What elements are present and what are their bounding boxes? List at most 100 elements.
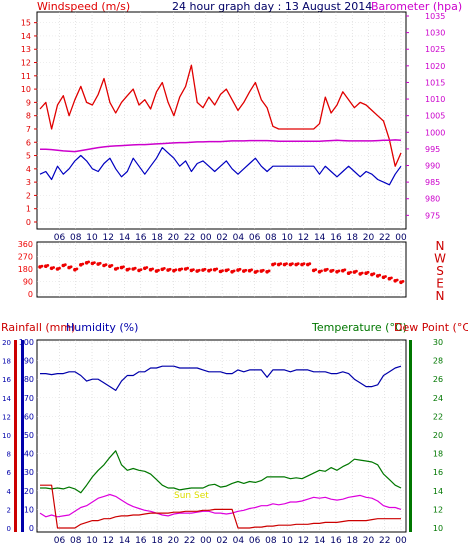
x-tick-label-bottom: 18 xyxy=(151,536,163,546)
wind-tick-label: 11 xyxy=(21,72,31,81)
x-tick-label-bottom: 10 xyxy=(281,536,293,546)
direction-point xyxy=(302,262,306,266)
humidity-tick-label: 80 xyxy=(24,375,34,384)
baro-tick-label: 1025 xyxy=(425,45,445,54)
direction-panel-frame xyxy=(36,241,407,298)
windspeed-line xyxy=(39,64,402,167)
direction-point xyxy=(279,262,283,266)
direction-point xyxy=(168,267,172,271)
direction-point xyxy=(256,269,259,273)
rain-tick-label: 8 xyxy=(7,451,11,459)
wind-tick-label: 5 xyxy=(26,152,31,161)
baro-tick-label: 995 xyxy=(425,145,440,154)
direction-letter: E xyxy=(436,277,444,291)
wind-tick-label: 13 xyxy=(21,45,31,54)
x-tick-label-wind: 00 xyxy=(395,233,407,243)
x-tick-label-wind: 20 xyxy=(363,233,375,243)
wind-tick-label: 2 xyxy=(26,191,31,200)
direction-point xyxy=(285,262,288,266)
direction-point xyxy=(46,264,50,267)
x-tick-label-wind: 16 xyxy=(135,233,147,243)
temperature-tick-label: 24 xyxy=(433,394,443,403)
x-tick-label-bottom: 14 xyxy=(314,536,326,546)
wind-panel-frame xyxy=(36,11,407,230)
x-tick-label-bottom: 16 xyxy=(135,536,147,546)
direction-point xyxy=(267,269,271,273)
x-tick-label-bottom: 08 xyxy=(70,536,82,546)
wind-tick-label: 1 xyxy=(26,205,31,214)
baro-tick-label: 1000 xyxy=(425,128,445,137)
wind-tick-label: 0 xyxy=(26,218,31,227)
rain-tick-label: 18 xyxy=(2,358,11,366)
x-tick-label-bottom: 02 xyxy=(216,536,227,546)
temperature-tick-label: 14 xyxy=(433,487,443,496)
direction-point xyxy=(372,272,376,276)
direction-point xyxy=(162,267,166,270)
x-tick-label-wind: 12 xyxy=(298,233,309,243)
x-tick-label-wind: 10 xyxy=(86,233,98,243)
direction-point xyxy=(174,268,178,272)
baro-tick-label: 990 xyxy=(425,162,440,171)
wind-tick-label: 12 xyxy=(21,59,31,68)
x-tick-label-bottom: 00 xyxy=(395,536,407,546)
baro-tick-label: 1035 xyxy=(425,12,445,21)
direction-point xyxy=(116,266,120,270)
direction-point xyxy=(192,268,195,271)
temperature-tick-label: 18 xyxy=(433,450,443,459)
temperature-tick-label: 20 xyxy=(433,431,443,440)
rain-tick-label: 10 xyxy=(2,432,11,440)
x-tick-label-wind: 18 xyxy=(151,233,163,243)
direction-point xyxy=(75,267,79,271)
wind-tick-label: 10 xyxy=(21,85,31,94)
x-tick-label-bottom: 14 xyxy=(119,536,131,546)
direction-point xyxy=(52,266,55,269)
direction-letter: W xyxy=(434,252,446,266)
baro-tick-label: 1030 xyxy=(425,29,445,38)
direction-point xyxy=(81,262,85,266)
baro-tick-label: 980 xyxy=(425,195,440,204)
barometer-axis-label: Barometer (hpa) xyxy=(371,0,462,13)
x-tick-label-bottom: 06 xyxy=(249,536,261,546)
x-tick-label-bottom: 12 xyxy=(298,536,309,546)
direction-point xyxy=(273,262,277,266)
wind-tick-label: 14 xyxy=(21,32,31,41)
x-tick-label-bottom: 10 xyxy=(86,536,98,546)
rainfall-line xyxy=(40,484,401,529)
direction-letter: S xyxy=(436,264,444,278)
humidity-axis-bar xyxy=(21,340,24,532)
baro-tick-label: 1015 xyxy=(425,78,445,87)
x-tick-label-bottom: 22 xyxy=(184,536,195,546)
humidity-tick-label: 50 xyxy=(24,431,34,440)
x-tick-label-wind: 18 xyxy=(346,233,358,243)
direction-point xyxy=(360,271,364,275)
direction-point xyxy=(238,267,242,271)
humidity-tick-label: 0 xyxy=(29,524,34,533)
temperature-tick-label: 22 xyxy=(433,412,443,421)
wind-tick-label: 6 xyxy=(26,138,31,147)
x-tick-label-wind: 06 xyxy=(54,233,66,243)
temperature-tick-label: 10 xyxy=(433,524,443,533)
x-tick-label-bottom: 04 xyxy=(233,536,245,546)
x-tick-label-bottom: 22 xyxy=(379,536,390,546)
direction-point xyxy=(343,268,347,272)
direction-point xyxy=(203,267,207,271)
humidity-line xyxy=(40,365,402,391)
direction-point xyxy=(139,268,143,271)
direction-point xyxy=(232,269,236,273)
x-tick-label-bottom: 00 xyxy=(200,536,212,546)
baro-tick-label: 975 xyxy=(425,211,440,220)
direction-point xyxy=(366,270,370,274)
direction-tick-label: 270 xyxy=(18,253,33,262)
direction-tick-label: 0 xyxy=(28,290,33,299)
direction-point xyxy=(395,278,399,282)
direction-tick-label: 90 xyxy=(23,278,33,287)
axis-ticks: 06 08 10 12 14 16 18 20 22 00 02 04 06 08 10 12 14 16 18 20… xyxy=(2,12,445,546)
humidity-tick-label: 20 xyxy=(24,487,34,496)
temperature-axis-bar xyxy=(409,340,412,532)
x-tick-label-wind: 02 xyxy=(216,233,227,243)
x-tick-label-wind: 12 xyxy=(103,233,114,243)
direction-point xyxy=(58,266,61,270)
direction-point xyxy=(87,260,90,264)
direction-point xyxy=(221,269,224,273)
